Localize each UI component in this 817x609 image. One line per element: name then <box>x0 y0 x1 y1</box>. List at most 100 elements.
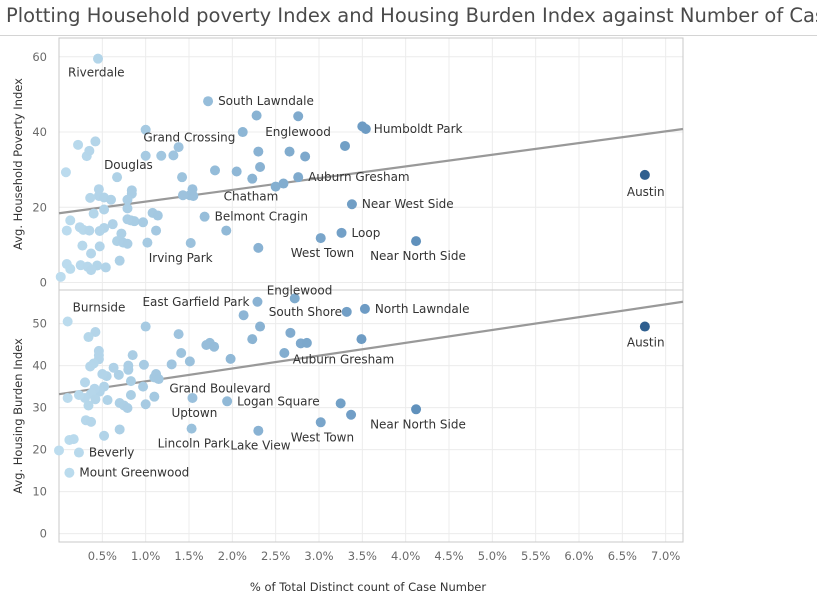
data-point[interactable] <box>113 369 124 380</box>
data-point[interactable] <box>100 262 111 273</box>
data-point[interactable] <box>156 150 167 161</box>
data-point[interactable] <box>173 142 184 153</box>
data-point[interactable] <box>411 236 422 247</box>
data-point[interactable] <box>123 364 134 375</box>
data-point[interactable] <box>80 377 90 388</box>
data-point[interactable] <box>341 306 352 317</box>
data-point[interactable] <box>177 190 188 201</box>
data-point[interactable] <box>125 376 136 387</box>
data-point[interactable] <box>86 416 97 427</box>
data-point[interactable] <box>346 409 357 420</box>
data-point[interactable] <box>122 403 133 414</box>
data-point[interactable] <box>140 150 151 161</box>
data-point[interactable] <box>61 225 72 236</box>
data-point[interactable] <box>84 145 95 156</box>
data-point[interactable] <box>90 394 101 405</box>
data-point[interactable] <box>107 219 118 230</box>
data-point[interactable] <box>65 263 76 274</box>
data-point[interactable] <box>142 237 153 248</box>
data-point[interactable] <box>84 225 95 236</box>
data-point[interactable] <box>122 238 133 249</box>
data-point[interactable] <box>62 316 73 327</box>
data-point[interactable] <box>184 356 195 367</box>
data-point[interactable] <box>65 215 76 226</box>
data-point[interactable] <box>253 425 264 436</box>
data-point[interactable] <box>108 362 119 373</box>
data-point[interactable] <box>284 146 295 157</box>
data-point[interactable] <box>238 310 249 321</box>
data-point[interactable] <box>357 121 368 132</box>
data-point[interactable] <box>140 124 151 135</box>
data-point[interactable] <box>140 399 151 410</box>
data-point[interactable] <box>225 353 236 364</box>
data-point[interactable] <box>209 341 220 352</box>
data-point[interactable] <box>62 392 73 403</box>
data-point[interactable] <box>138 217 149 228</box>
data-point[interactable] <box>639 169 650 180</box>
data-point[interactable] <box>114 424 125 435</box>
data-point[interactable] <box>279 348 290 358</box>
data-point[interactable] <box>90 136 101 147</box>
data-point[interactable] <box>293 111 304 122</box>
data-point[interactable] <box>83 332 94 343</box>
data-point[interactable] <box>278 178 289 189</box>
data-point[interactable] <box>359 303 370 314</box>
data-point[interactable] <box>112 172 123 183</box>
data-point[interactable] <box>138 359 149 370</box>
data-point[interactable] <box>185 237 196 248</box>
data-point[interactable] <box>340 140 350 151</box>
data-point[interactable] <box>255 162 266 173</box>
data-point[interactable] <box>176 348 187 358</box>
data-point[interactable] <box>289 293 300 304</box>
data-point[interactable] <box>60 167 71 178</box>
data-point[interactable] <box>252 296 263 307</box>
data-point[interactable] <box>336 227 347 238</box>
data-point[interactable] <box>94 241 105 252</box>
data-point[interactable] <box>315 417 326 428</box>
data-point[interactable] <box>122 203 133 214</box>
data-point[interactable] <box>247 173 258 184</box>
data-point[interactable] <box>106 194 116 205</box>
data-point[interactable] <box>168 150 179 161</box>
data-point[interactable] <box>231 166 242 177</box>
data-point[interactable] <box>86 265 97 276</box>
data-point[interactable] <box>346 199 357 210</box>
data-point[interactable] <box>88 208 99 219</box>
data-point[interactable] <box>255 321 266 332</box>
data-point[interactable] <box>188 190 199 201</box>
data-point[interactable] <box>114 255 125 266</box>
data-point[interactable] <box>173 329 184 340</box>
data-point[interactable] <box>285 327 296 338</box>
data-point[interactable] <box>83 400 94 411</box>
data-point[interactable] <box>300 151 311 162</box>
data-point[interactable] <box>94 225 105 236</box>
data-point[interactable] <box>99 204 110 215</box>
data-point[interactable] <box>54 445 64 456</box>
data-point[interactable] <box>151 225 162 236</box>
data-point[interactable] <box>270 181 281 192</box>
data-point[interactable] <box>247 334 258 345</box>
data-point[interactable] <box>166 359 177 370</box>
data-point[interactable] <box>152 210 163 221</box>
data-point[interactable] <box>116 228 127 239</box>
data-point[interactable] <box>138 381 149 392</box>
data-point[interactable] <box>411 404 422 415</box>
data-point[interactable] <box>356 334 367 345</box>
data-point[interactable] <box>140 321 151 332</box>
data-point[interactable] <box>186 423 197 434</box>
data-point[interactable] <box>251 110 262 121</box>
data-point[interactable] <box>97 369 108 379</box>
data-point[interactable] <box>85 361 96 372</box>
data-point[interactable] <box>199 211 210 222</box>
data-point[interactable] <box>149 391 160 402</box>
data-point[interactable] <box>64 467 75 478</box>
data-point[interactable] <box>99 430 110 441</box>
data-point[interactable] <box>177 172 188 183</box>
data-point[interactable] <box>187 392 198 403</box>
data-point[interactable] <box>293 172 304 183</box>
data-point[interactable] <box>253 146 264 157</box>
data-point[interactable] <box>90 327 101 337</box>
data-point[interactable] <box>73 390 84 400</box>
data-point[interactable] <box>315 233 326 244</box>
data-point[interactable] <box>639 321 650 332</box>
